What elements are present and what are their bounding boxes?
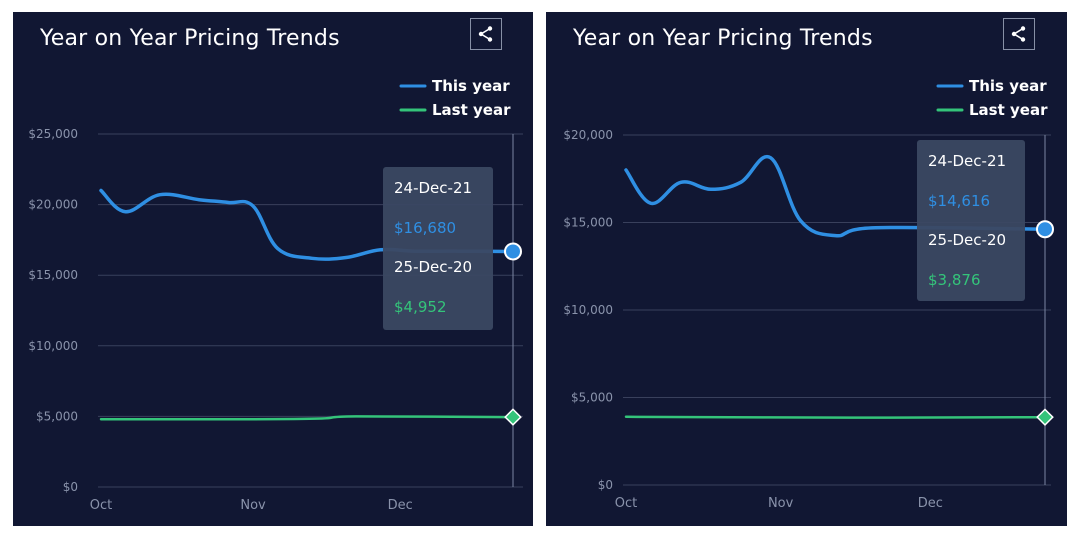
y-tick-label: $25,000 (28, 127, 78, 141)
y-tick-label: $0 (63, 480, 78, 494)
tooltip-date: 25-Dec-20 (394, 258, 472, 276)
y-tick-label: $20,000 (28, 198, 78, 212)
tooltip-value: $14,616 (928, 192, 990, 210)
x-tick-label: Oct (615, 496, 637, 511)
y-tick-label: $15,000 (563, 216, 613, 230)
chart-panel-left: Year on Year Pricing Trends $0 $5,000 $10,… (13, 12, 533, 526)
x-tick-label: Dec (388, 498, 413, 513)
share-button[interactable] (1003, 18, 1035, 50)
chart-title: Year on Year Pricing Trends (573, 26, 873, 51)
y-tick-label: $5,000 (36, 409, 78, 423)
legend-label[interactable]: Last year (432, 101, 511, 119)
tooltip-background (917, 140, 1025, 301)
legend-label[interactable]: This year (432, 77, 510, 95)
tooltip-value: $16,680 (394, 219, 456, 237)
tooltip-background (383, 167, 493, 330)
share-icon (478, 26, 493, 42)
series-line (624, 154, 1047, 238)
y-tick-label: $0 (598, 478, 613, 492)
y-tick-label: $15,000 (28, 268, 78, 282)
legend-label[interactable]: This year (969, 77, 1047, 95)
legend-label[interactable]: Last year (969, 101, 1048, 119)
chart-title: Year on Year Pricing Trends (40, 26, 340, 51)
tooltip-date: 24-Dec-21 (394, 179, 472, 197)
y-tick-label: $20,000 (563, 128, 613, 142)
hover-point[interactable] (504, 408, 522, 426)
hover-point[interactable] (504, 242, 522, 261)
tooltip-date: 24-Dec-21 (928, 152, 1006, 170)
x-tick-label: Nov (240, 498, 266, 513)
chart-panel-right: Year on Year Pricing Trends $0 $5,000 $10,… (546, 12, 1067, 526)
y-tick-label: $10,000 (563, 303, 613, 317)
tooltip-value: $4,952 (394, 298, 447, 316)
hover-point[interactable] (1036, 408, 1054, 427)
y-tick-label: $10,000 (28, 339, 78, 353)
y-tick-label: $5,000 (571, 391, 613, 405)
share-icon (1011, 26, 1026, 42)
series-line (624, 415, 1047, 419)
x-tick-label: Oct (90, 498, 112, 513)
hover-point[interactable] (1036, 220, 1054, 239)
share-button[interactable] (470, 18, 502, 50)
tooltip: 24-Dec-21 $14,616 25-Dec-20 $3,876 (917, 140, 1025, 301)
legend: This year Last year (936, 77, 1048, 119)
tooltip: 24-Dec-21 $16,680 25-Dec-20 $4,952 (383, 167, 493, 330)
tooltip-date: 25-Dec-20 (928, 231, 1006, 249)
series-line (99, 415, 515, 421)
x-tick-label: Nov (768, 496, 794, 511)
tooltip-value: $3,876 (928, 271, 981, 289)
legend: This year Last year (399, 77, 511, 119)
line-chart[interactable]: $0 $5,000 $10,000 $15,000 $20,000 $25,000 Oct N… (13, 12, 533, 526)
line-chart[interactable]: $0 $5,000 $10,000 $15,000 $20,000 Oct Nov Dec Th… (546, 12, 1067, 526)
x-tick-label: Dec (918, 496, 943, 511)
